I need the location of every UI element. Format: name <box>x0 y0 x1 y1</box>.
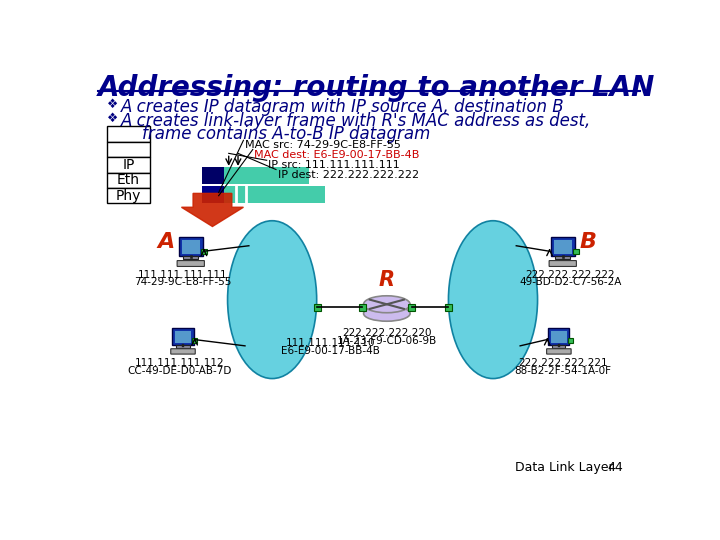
Bar <box>107 126 150 142</box>
FancyBboxPatch shape <box>549 328 570 345</box>
Text: 222.222.222.222: 222.222.222.222 <box>526 269 616 280</box>
Bar <box>107 157 150 173</box>
Bar <box>176 345 189 348</box>
Text: 44: 44 <box>608 462 624 475</box>
Bar <box>408 304 415 311</box>
Text: A: A <box>158 232 174 252</box>
Text: MAC dest: E6-E9-00-17-BB-4B: MAC dest: E6-E9-00-17-BB-4B <box>254 150 420 159</box>
Text: CC-49-DE-D0-AB-7D: CC-49-DE-D0-AB-7D <box>127 366 231 376</box>
Text: ❖: ❖ <box>107 112 118 125</box>
Text: Eth: Eth <box>117 173 140 187</box>
Text: 222.222.222.220: 222.222.222.220 <box>342 328 431 338</box>
Bar <box>359 304 366 311</box>
Text: IP dest: 222.222.222.222: IP dest: 222.222.222.222 <box>277 170 418 179</box>
Bar <box>568 338 573 343</box>
Text: Addressing: routing to another LAN: Addressing: routing to another LAN <box>98 74 655 102</box>
Ellipse shape <box>449 221 538 379</box>
Text: R: R <box>379 271 395 291</box>
Text: E6-E9-00-17-BB-4B: E6-E9-00-17-BB-4B <box>281 346 379 356</box>
Bar <box>573 248 579 254</box>
Bar <box>213 167 224 184</box>
Bar <box>314 304 320 311</box>
Text: Phy: Phy <box>116 188 141 202</box>
Bar <box>202 186 224 202</box>
Text: IP src: 111.111.111.111: IP src: 111.111.111.111 <box>269 160 400 170</box>
Text: Data Link Layer: Data Link Layer <box>515 462 613 475</box>
Bar <box>107 188 150 204</box>
Bar <box>107 173 150 188</box>
Bar <box>192 338 197 343</box>
Text: B: B <box>579 232 596 252</box>
Text: 111.111.111.112: 111.111.111.112 <box>135 358 224 368</box>
Bar <box>182 240 199 254</box>
Bar <box>551 331 567 342</box>
Ellipse shape <box>364 306 410 321</box>
Text: ❖: ❖ <box>107 98 118 111</box>
Text: 74-29-9C-E8-FF-55: 74-29-9C-E8-FF-55 <box>135 278 232 287</box>
Text: 111.111.111.110: 111.111.111.110 <box>286 338 375 348</box>
Bar <box>201 248 207 254</box>
Bar <box>107 142 150 157</box>
FancyBboxPatch shape <box>179 237 202 256</box>
FancyBboxPatch shape <box>177 261 204 266</box>
Bar <box>555 256 570 260</box>
Text: 49-BD-D2-C7-56-2A: 49-BD-D2-C7-56-2A <box>519 278 621 287</box>
Ellipse shape <box>364 296 410 313</box>
FancyBboxPatch shape <box>549 261 577 266</box>
Bar <box>224 186 325 202</box>
Ellipse shape <box>228 221 317 379</box>
Text: IP: IP <box>122 158 135 172</box>
Text: 222.222.222.221: 222.222.222.221 <box>518 358 608 368</box>
FancyBboxPatch shape <box>546 349 571 354</box>
Polygon shape <box>181 193 243 226</box>
Text: MAC src: 74-29-9C-E8-FF-55: MAC src: 74-29-9C-E8-FF-55 <box>245 140 401 150</box>
Text: 1A-23-F9-CD-06-9B: 1A-23-F9-CD-06-9B <box>337 336 437 346</box>
FancyBboxPatch shape <box>171 349 195 354</box>
Text: A creates link-layer frame with R's MAC address as dest,: A creates link-layer frame with R's MAC … <box>121 112 591 130</box>
Text: 111.111.111.111: 111.111.111.111 <box>138 269 228 280</box>
Bar <box>184 256 198 260</box>
Bar <box>554 240 572 254</box>
Text: A creates IP datagram with IP source A, destination B: A creates IP datagram with IP source A, … <box>121 98 564 116</box>
Bar <box>552 345 565 348</box>
Text: frame contains A-to-B IP datagram: frame contains A-to-B IP datagram <box>121 125 431 143</box>
Bar <box>202 167 213 184</box>
Bar <box>444 304 451 311</box>
Bar <box>175 331 191 342</box>
FancyBboxPatch shape <box>173 328 194 345</box>
FancyBboxPatch shape <box>551 237 575 256</box>
Bar <box>224 167 310 184</box>
Text: 88-B2-2F-54-1A-0F: 88-B2-2F-54-1A-0F <box>514 366 611 376</box>
